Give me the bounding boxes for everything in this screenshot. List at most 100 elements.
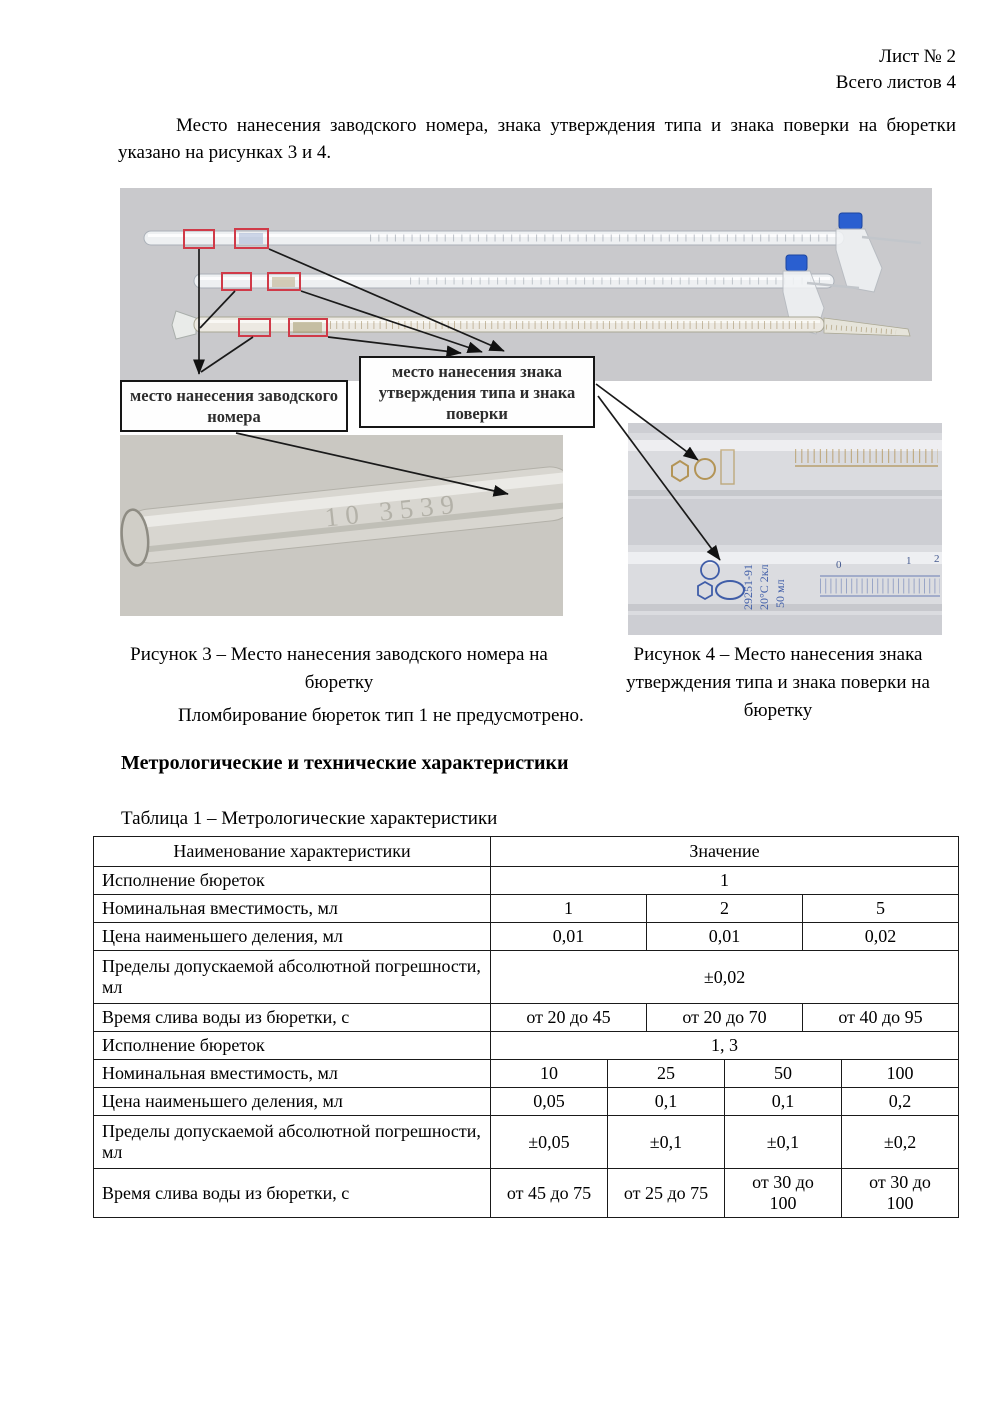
cell: 1 [489, 866, 960, 895]
marker-box [221, 272, 252, 291]
column-header-name: Наименование характеристики [93, 836, 491, 867]
cell: 2 [646, 894, 803, 923]
cell: 10 [490, 1059, 608, 1088]
temp-class-marking-text: 20°С 2кл [757, 564, 771, 610]
table-row: Исполнение бюреток 1, 3 [93, 1031, 960, 1060]
row-label: Время слива воды из бюретки, с [93, 1168, 491, 1218]
figure-block: 10 3539 29 [120, 188, 942, 640]
table-row: Пределы допускаемой абсолютной погрешнос… [93, 1115, 960, 1169]
burette-3 [171, 310, 911, 340]
table-row: Исполнение бюреток 1 [93, 866, 960, 895]
row-label: Цена наименьшего деления, мл [93, 1087, 491, 1116]
figure3-caption: Рисунок 3 – Место нанесения заводского н… [130, 644, 548, 693]
sheet-number: Лист № 2 [879, 46, 956, 67]
arrow [235, 432, 509, 497]
cell: 0,2 [840, 1087, 960, 1116]
row-label: Цена наименьшего деления, мл [93, 922, 491, 951]
table-row: Цена наименьшего деления, мл 0,01 0,01 0… [93, 922, 960, 951]
volume-marking-text: 50 мл [773, 579, 787, 608]
cell: от 20 до 70 [646, 1003, 803, 1032]
callout-arrows [193, 248, 721, 561]
cell: от 45 до 75 [490, 1168, 608, 1218]
cell: 0,01 [646, 922, 803, 951]
cell: ±0,05 [490, 1115, 608, 1169]
scale-label: 0 [836, 559, 842, 571]
cell: от 20 до 45 [490, 1003, 647, 1032]
blue-stamp-icon [697, 580, 713, 601]
sealing-note: Пломбирование бюреток тип 1 не предусмот… [178, 705, 584, 726]
sheet-header: Лист № 2 Всего листов 4 [836, 44, 956, 96]
burette-2 [193, 254, 860, 335]
table-row: Время слива воды из бюретки, с от 20 до … [93, 1003, 960, 1032]
figure4-caption: Рисунок 4 – Место нанесения знака утверж… [626, 644, 930, 721]
blue-stamp-icon [700, 560, 720, 580]
cell: 1 [490, 894, 647, 923]
cell: 1, 3 [489, 1031, 960, 1060]
cell: ±0,1 [724, 1115, 842, 1169]
cell: 0,1 [724, 1087, 842, 1116]
cell: от 30 до 100 [840, 1168, 960, 1218]
table-row: Цена наименьшего деления, мл 0,05 0,1 0,… [93, 1087, 960, 1116]
column-header-value: Значение [489, 836, 960, 867]
amber-stamp-icon [694, 458, 716, 480]
stopcock-valve-icon [785, 254, 808, 272]
table-title: Таблица 1 – Метрологические характеристи… [121, 808, 498, 829]
scale-label: 2 [934, 553, 940, 565]
arrow [327, 336, 462, 358]
row-label: Исполнение бюреток [93, 866, 491, 895]
cell: 5 [801, 894, 960, 923]
cell: ±0,02 [489, 950, 960, 1004]
sheet-total: Всего листов 4 [835, 72, 956, 93]
table-row: Номинальная вместимость, мл 10 25 50 100 [93, 1059, 960, 1088]
intro-paragraph: Место нанесения заводского номера, знака… [118, 115, 956, 163]
table-row: Время слива воды из бюретки, с от 45 до … [93, 1168, 960, 1218]
arrow [268, 248, 505, 352]
table-row: Пределы допускаемой абсолютной погрешнос… [93, 950, 960, 1004]
scale-label: 1 [906, 555, 912, 567]
table-header-row: Наименование характеристики Значение [93, 836, 960, 867]
cell: 0,01 [490, 922, 647, 951]
arrow [200, 336, 254, 373]
row-label: Пределы допускаемой абсолютной погрешнос… [93, 1115, 491, 1169]
row-label: Номинальная вместимость, мл [93, 1059, 491, 1088]
cell: 25 [607, 1059, 725, 1088]
marker-box [183, 229, 215, 249]
cell: 0,1 [607, 1087, 725, 1116]
table-row: Номинальная вместимость, мл 1 2 5 [93, 894, 960, 923]
cell: ±0,1 [607, 1115, 725, 1169]
arrow [597, 395, 721, 561]
row-label: Исполнение бюреток [93, 1031, 491, 1060]
row-label: Время слива воды из бюретки, с [93, 1003, 491, 1032]
arrow [595, 383, 699, 461]
gost-marking-text: 29251-91 [741, 564, 755, 610]
callout-type-approval-mark: место нанесения знака утверждения типа и… [359, 356, 595, 428]
figure-illustration: 10 3539 29 [120, 188, 942, 635]
marker-box [288, 318, 328, 337]
glass-tube-closeup: 10 3539 [120, 466, 563, 567]
marker-box [267, 272, 301, 291]
cell: 100 [840, 1059, 960, 1088]
metrology-table: Наименование характеристики Значение Исп… [93, 836, 960, 1218]
arrow [199, 290, 236, 329]
marker-boxes [183, 228, 328, 337]
maker-logo-icon [715, 580, 745, 600]
callout-serial-number: место нанесения заводского номера [120, 380, 348, 432]
marker-box [234, 228, 269, 249]
arrow [300, 290, 483, 354]
amber-stamp-icon [671, 459, 689, 483]
burette-1 [143, 212, 922, 293]
cell: от 25 до 75 [607, 1168, 725, 1218]
row-label: Номинальная вместимость, мл [93, 894, 491, 923]
cell: от 30 до 100 [724, 1168, 842, 1218]
stopcock-valve-icon [838, 212, 863, 230]
cell: ±0,2 [840, 1115, 960, 1169]
row-label: Пределы допускаемой абсолютной погрешнос… [93, 950, 491, 1004]
cell: 0,02 [801, 922, 960, 951]
cell: от 40 до 95 [801, 1003, 960, 1032]
cell: 50 [724, 1059, 842, 1088]
metrology-table-body: Наименование характеристики Значение Исп… [93, 836, 960, 1218]
marker-box [238, 318, 271, 337]
marking-closeup-detail: 29251-91 20°С 2кл 50 мл 0 1 2 [628, 433, 942, 615]
cell: 0,05 [490, 1087, 608, 1116]
